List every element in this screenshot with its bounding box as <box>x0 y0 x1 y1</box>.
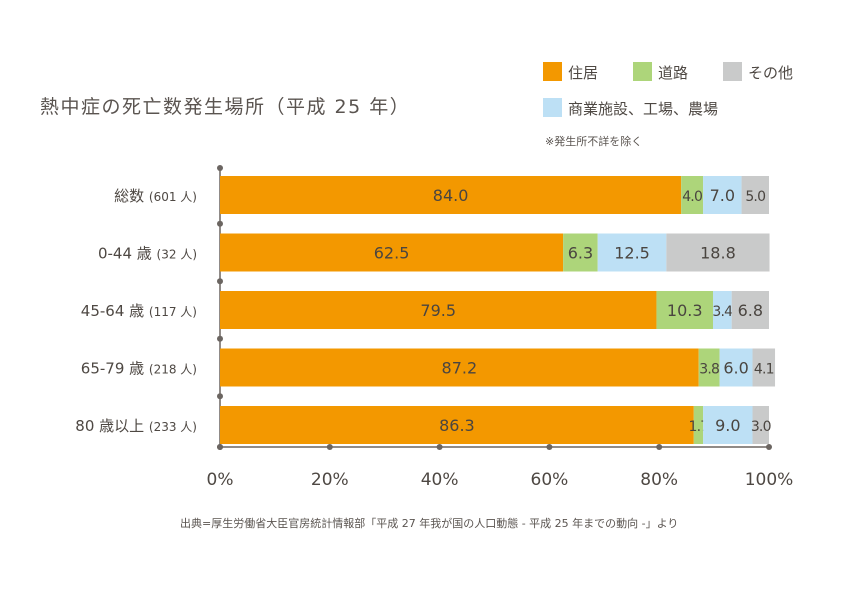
legend-swatch-commercial <box>543 98 562 117</box>
legend-item-commercial: 商業施設、工場、農場 <box>543 98 718 119</box>
x-tick-label: 0% <box>207 470 234 490</box>
bar-segment <box>681 176 704 214</box>
category-count: (218 人) <box>149 363 197 377</box>
data-label: 12.5 <box>614 244 650 263</box>
x-tick-dot <box>766 444 772 450</box>
x-tick-label: 40% <box>421 470 459 490</box>
legend-item-road: 道路 <box>633 62 688 83</box>
category-label: 0-44 歳 (32 人) <box>98 245 197 263</box>
legend-label-road: 道路 <box>658 64 689 82</box>
category-name: 65-79 歳 <box>81 360 149 378</box>
x-tick-label: 100% <box>745 470 794 490</box>
x-tick-dot <box>436 444 443 450</box>
data-label: 62.5 <box>374 244 410 263</box>
data-label: 79.5 <box>420 301 456 320</box>
y-axis-dot <box>217 165 223 171</box>
data-label: 6.3 <box>568 244 593 263</box>
x-tick-dot <box>326 444 333 450</box>
footnote: ※発生所不詳を除く <box>545 135 643 148</box>
category-count: (32 人) <box>157 248 197 262</box>
data-label: 87.2 <box>442 359 478 378</box>
x-tick-label: 80% <box>640 470 678 490</box>
category-count: (233 人) <box>149 420 197 434</box>
bar-segment <box>703 176 742 214</box>
bar-segment <box>698 348 720 387</box>
bar-segment <box>666 233 770 272</box>
x-tick-dot <box>217 444 223 450</box>
legend-swatch-road <box>633 62 652 81</box>
data-label: 4.0 <box>682 189 702 205</box>
data-label: 3.4 <box>712 304 733 320</box>
x-tick-label: 60% <box>531 470 569 490</box>
category-name: 80 歳以上 <box>75 417 149 435</box>
data-label: 6.0 <box>723 359 748 378</box>
legend-swatch-residence <box>543 62 562 81</box>
legend-label-residence: 住居 <box>568 64 599 82</box>
data-label: 7.0 <box>710 186 735 205</box>
data-label: 84.0 <box>433 186 469 205</box>
bar-segment <box>220 406 694 444</box>
legend-label-commercial: 商業施設、工場、農場 <box>568 100 719 118</box>
data-label: 10.3 <box>667 301 703 320</box>
x-tick-label: 20% <box>311 470 349 490</box>
legend-label-other: その他 <box>748 64 794 82</box>
bar-segment <box>220 348 699 387</box>
bar-segment <box>220 176 682 214</box>
data-label: 4.1 <box>754 362 774 378</box>
legend-item-residence: 住居 <box>543 62 598 83</box>
y-axis-dot <box>217 220 223 227</box>
x-tick-dot <box>546 444 553 450</box>
bar-segment <box>752 348 776 387</box>
source-citation: 出典=厚生労働省大臣官房統計情報部「平成 27 年我が国の人口動態 - 平成 2… <box>180 517 679 530</box>
category-label: 65-79 歳 (218 人) <box>81 360 197 378</box>
data-label: 3.8 <box>699 362 719 378</box>
bar-segment <box>220 233 564 272</box>
bar-segment <box>703 406 753 444</box>
data-label: 6.8 <box>738 301 763 320</box>
bar-segment <box>693 406 704 444</box>
data-label: 5.0 <box>745 189 765 205</box>
bar-segment <box>741 176 769 214</box>
category-name: 総数 <box>114 187 149 205</box>
chart-title: 熱中症の死亡数発生場所（平成 25 年） <box>40 96 411 118</box>
bar-segment <box>220 291 657 329</box>
data-label: 86.3 <box>439 416 475 435</box>
y-axis-dot <box>217 393 223 400</box>
legend-item-other: その他 <box>723 62 793 83</box>
bar-segment <box>752 406 769 444</box>
data-label: 9.0 <box>715 416 740 435</box>
bar-segment <box>731 291 769 329</box>
data-label: 3.0 <box>751 419 771 435</box>
category-name: 45-64 歳 <box>81 302 149 320</box>
bar-segment <box>656 291 714 329</box>
category-label: 総数 (601 人) <box>114 187 197 205</box>
category-name: 0-44 歳 <box>98 245 157 263</box>
bar-segment <box>597 233 667 272</box>
category-count: (601 人) <box>149 190 197 204</box>
x-tick-dot <box>656 444 663 450</box>
bar-segment <box>713 291 732 329</box>
y-axis-dot <box>217 335 223 342</box>
category-label: 80 歳以上 (233 人) <box>75 417 197 435</box>
bar-segment <box>719 348 753 387</box>
category-count: (117 人) <box>149 305 197 319</box>
y-axis-dot <box>217 278 223 285</box>
legend-swatch-other <box>723 62 742 81</box>
category-label: 45-64 歳 (117 人) <box>81 302 197 320</box>
bar-segment <box>563 233 598 272</box>
data-label: 18.8 <box>700 244 736 263</box>
